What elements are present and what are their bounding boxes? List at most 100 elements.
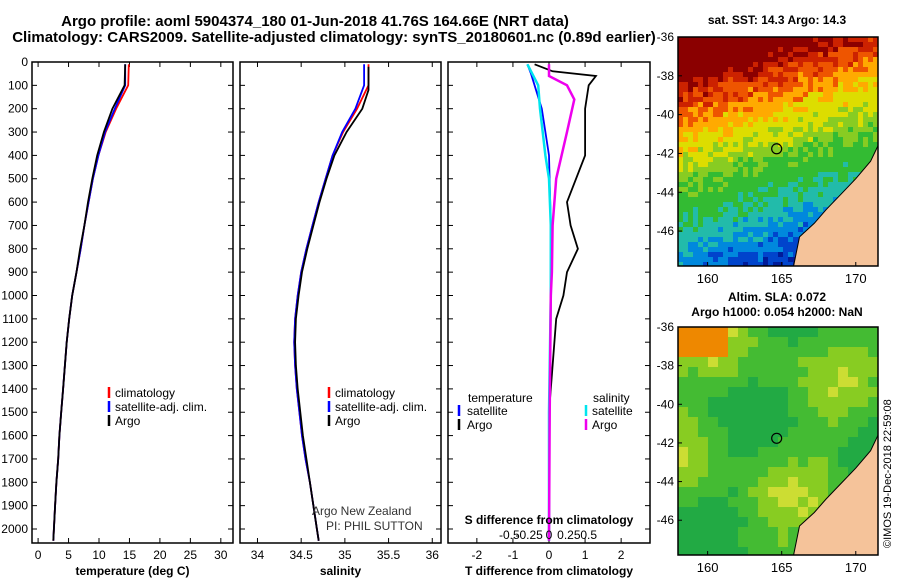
heatmap-cell <box>843 167 849 173</box>
heatmap-cell <box>823 122 829 128</box>
heatmap-cell <box>848 172 854 178</box>
heatmap-cell <box>683 192 689 198</box>
heatmap-cell <box>748 237 754 243</box>
heatmap-cell <box>728 227 734 233</box>
heatmap-cell <box>783 207 789 213</box>
heatmap-cell <box>788 62 794 68</box>
heatmap-cell <box>803 217 809 223</box>
heatmap-cell <box>758 147 764 153</box>
heatmap-cell <box>778 137 784 143</box>
heatmap-cell <box>778 252 784 258</box>
heatmap-cell <box>748 87 754 93</box>
heatmap-cell <box>753 237 759 243</box>
heatmap-cell <box>828 97 834 103</box>
heatmap-cell <box>763 52 769 58</box>
heatmap-cell <box>848 147 854 153</box>
heatmap-cell <box>713 202 719 208</box>
heatmap-cell <box>813 207 819 213</box>
heatmap-cell <box>738 337 749 348</box>
heatmap-cell <box>713 142 719 148</box>
heatmap-cell <box>698 252 704 258</box>
heatmap-cell <box>818 172 824 178</box>
heatmap-cell <box>848 152 854 158</box>
heatmap-cell <box>843 102 849 108</box>
heatmap-cell <box>873 42 878 48</box>
heatmap-cell <box>698 47 704 53</box>
heatmap-cell <box>833 92 839 98</box>
heatmap-cell <box>693 142 699 148</box>
heatmap-cell <box>858 117 864 123</box>
heatmap-cell <box>848 357 859 368</box>
heatmap-cell <box>848 92 854 98</box>
heatmap-cell <box>723 202 729 208</box>
heatmap-cell <box>808 157 814 163</box>
heatmap-cell <box>828 52 834 58</box>
heatmap-cell <box>808 407 819 418</box>
heatmap-cell <box>698 112 704 118</box>
heatmap-cell <box>838 157 844 163</box>
x-tick-label: 20 <box>153 548 167 562</box>
heatmap-cell <box>728 247 734 253</box>
heatmap-cell <box>733 222 739 228</box>
heatmap-cell <box>753 62 759 68</box>
heatmap-cell <box>768 162 774 168</box>
heatmap-cell <box>693 82 699 88</box>
heatmap-cell <box>778 102 784 108</box>
heatmap-cell <box>733 147 739 153</box>
heatmap-cell <box>703 257 709 263</box>
heatmap-cell <box>763 252 769 258</box>
heatmap-cell <box>803 197 809 203</box>
heatmap-cell <box>793 117 799 123</box>
heatmap-cell <box>748 197 754 203</box>
heatmap-cell <box>728 477 739 488</box>
depth-tick-label: 1400 <box>1 382 28 396</box>
heatmap-cell <box>708 132 714 138</box>
heatmap-cell <box>798 177 804 183</box>
heatmap-cell <box>778 547 789 555</box>
heatmap-cell <box>758 232 764 238</box>
heatmap-cell <box>723 127 729 133</box>
heatmap-cell <box>778 527 789 538</box>
heatmap-cell <box>803 102 809 108</box>
heatmap-cell <box>728 507 739 518</box>
heatmap-cell <box>728 222 734 228</box>
heatmap-cell <box>808 507 819 518</box>
heatmap-cell <box>848 142 854 148</box>
heatmap-cell <box>738 247 744 253</box>
heatmap-cell <box>768 192 774 198</box>
heatmap-cell <box>793 207 799 213</box>
heatmap-cell <box>713 217 719 223</box>
heatmap-cell <box>833 132 839 138</box>
heatmap-cell <box>708 187 714 193</box>
depth-tick-label: 1000 <box>1 288 28 302</box>
heatmap-cell <box>743 252 749 258</box>
heatmap-cell <box>833 82 839 88</box>
heatmap-cell <box>833 57 839 63</box>
heatmap-cell <box>693 147 699 153</box>
heatmap-cell <box>818 117 824 123</box>
heatmap-cell <box>738 182 744 188</box>
heatmap-cell <box>733 262 739 266</box>
heatmap-cell <box>708 202 714 208</box>
heatmap-cell <box>758 337 769 348</box>
heatmap-cell <box>763 202 769 208</box>
heatmap-cell <box>783 217 789 223</box>
heatmap-cell <box>753 47 759 53</box>
heatmap-cell <box>738 407 749 418</box>
heatmap-cell <box>733 162 739 168</box>
heatmap-cell <box>763 177 769 183</box>
heatmap-cell <box>788 527 799 538</box>
heatmap-cell <box>773 222 779 228</box>
heatmap-cell <box>803 172 809 178</box>
x-tick-label: 36 <box>426 548 440 562</box>
heatmap-cell <box>688 47 694 53</box>
heatmap-cell <box>858 102 864 108</box>
heatmap-cell <box>828 397 839 408</box>
heatmap-cell <box>828 47 834 53</box>
heatmap-cell <box>803 142 809 148</box>
heatmap-cell <box>763 182 769 188</box>
heatmap-cell <box>798 377 809 388</box>
heatmap-cell <box>843 62 849 68</box>
heatmap-cell <box>833 122 839 128</box>
heatmap-cell <box>768 252 774 258</box>
